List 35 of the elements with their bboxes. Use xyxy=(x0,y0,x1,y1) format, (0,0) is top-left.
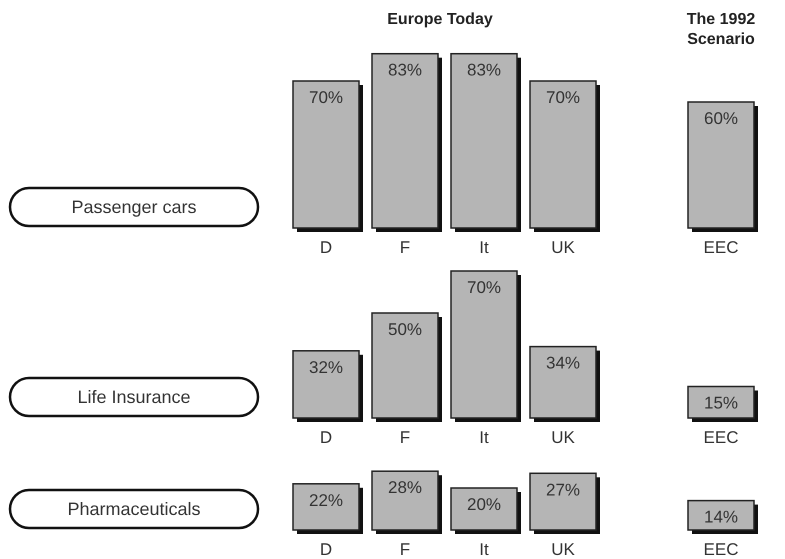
x-tick-label: D xyxy=(320,540,332,559)
data-label: 50% xyxy=(388,320,422,339)
data-label: 27% xyxy=(546,480,580,500)
data-label: 60% xyxy=(704,109,738,128)
data-label: 22% xyxy=(308,490,344,510)
data-label: 83% xyxy=(388,60,422,80)
x-tick-label: It xyxy=(479,540,489,559)
data-label: 34% xyxy=(546,354,580,373)
data-label: 32% xyxy=(308,358,344,377)
data-label: 70% xyxy=(308,88,344,107)
x-tick-label: F xyxy=(400,238,410,257)
text: The 1992 Scenario xyxy=(686,11,756,48)
x-tick-label: UK xyxy=(551,540,576,559)
data-label: 15% xyxy=(704,394,738,412)
data-label: 20% xyxy=(466,495,502,514)
data-label: 14% xyxy=(704,508,738,527)
data-label: 70% xyxy=(466,278,502,297)
text: Europe Today xyxy=(387,11,493,28)
x-tick-label: D xyxy=(320,238,332,257)
text: Life Insurance xyxy=(77,387,191,407)
text: Pharmaceuticals xyxy=(67,499,201,519)
x-tick-label: D xyxy=(320,428,332,447)
x-tick-label: EEC xyxy=(704,238,738,257)
x-tick-label: It xyxy=(479,428,489,447)
data-label: 28% xyxy=(388,478,422,498)
x-tick-label: EEC xyxy=(704,428,738,447)
x-tick-label: EEC xyxy=(704,540,738,559)
x-tick-label: UK xyxy=(551,238,576,257)
x-tick-label: F xyxy=(400,540,410,559)
x-tick-label: F xyxy=(400,428,410,447)
x-tick-label: UK xyxy=(551,428,576,447)
data-label: 83% xyxy=(466,60,502,80)
data-label: 70% xyxy=(546,88,580,107)
text: Passenger cars xyxy=(71,197,197,217)
x-tick-label: It xyxy=(479,238,489,257)
